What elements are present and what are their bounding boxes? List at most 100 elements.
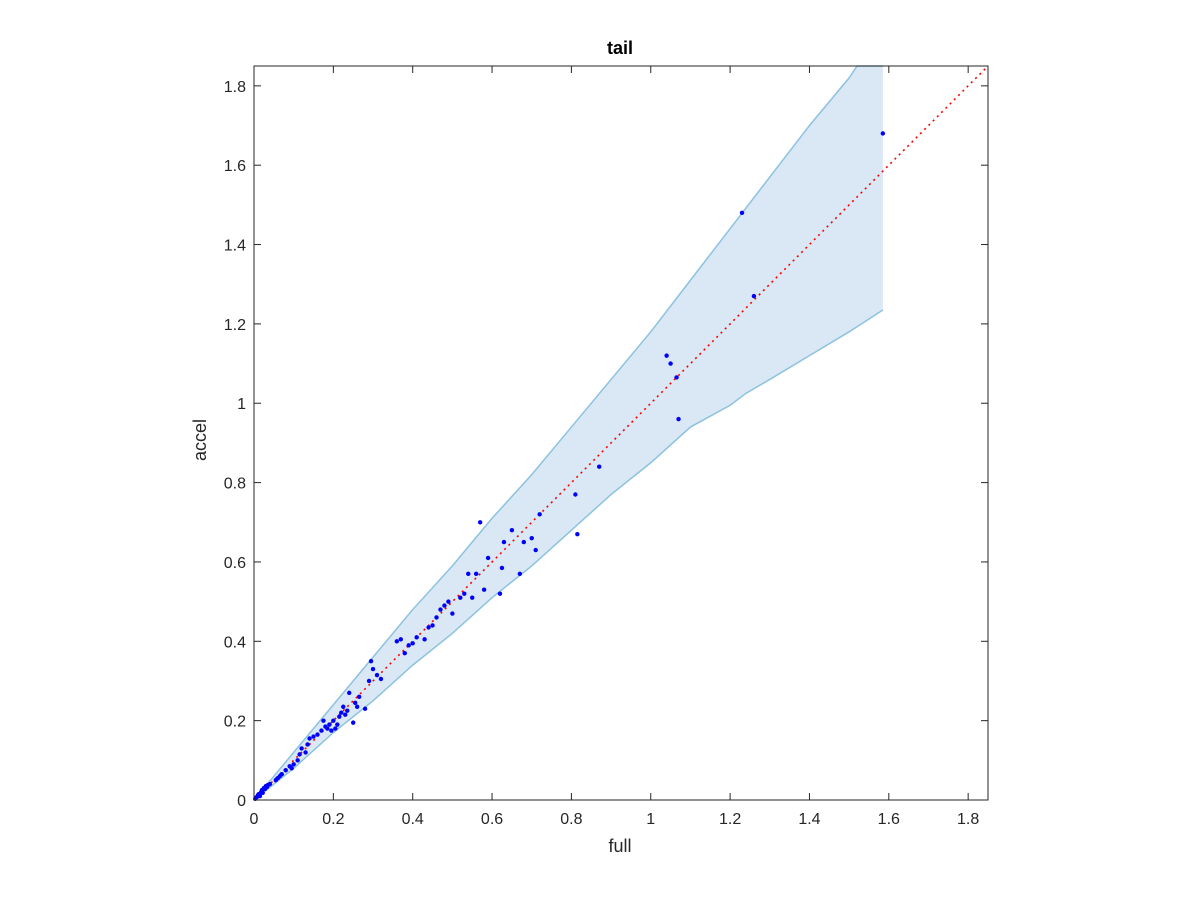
data-point (303, 750, 308, 755)
data-point (341, 704, 346, 709)
data-point (509, 528, 515, 533)
y-tick-label: 0.6 (224, 555, 246, 572)
data-point (880, 131, 886, 136)
x-tick-label: 1 (646, 811, 655, 828)
data-point (477, 520, 483, 525)
data-point (299, 746, 304, 751)
data-point (345, 708, 350, 713)
data-points (252, 131, 886, 802)
data-point (402, 651, 407, 656)
data-point (499, 565, 505, 571)
data-point (473, 571, 479, 577)
data-point (337, 714, 342, 719)
y-tick-label: 1.6 (224, 158, 246, 175)
data-point (410, 641, 415, 646)
y-tick-label: 1.2 (224, 317, 246, 334)
data-point (327, 722, 332, 727)
data-point (283, 768, 288, 773)
x-tick-label: 1.4 (798, 811, 820, 828)
reference-line-layer (253, 65, 989, 801)
data-point (517, 571, 523, 577)
data-point (335, 722, 340, 727)
y-tick-label: 0.4 (224, 634, 246, 651)
x-tick-label: 0.8 (560, 811, 582, 828)
data-point (267, 781, 273, 787)
data-point (446, 599, 451, 604)
x-axis-label: full (608, 836, 631, 856)
data-point (321, 718, 326, 723)
data-point (362, 706, 368, 711)
data-point (331, 718, 336, 723)
y-tick-label: 0 (237, 793, 246, 810)
data-point (485, 555, 491, 561)
data-point (668, 361, 673, 366)
data-point (315, 732, 320, 737)
data-point (481, 587, 487, 592)
data-point (739, 210, 745, 215)
data-point (347, 690, 352, 696)
data-point (533, 547, 538, 553)
data-point (297, 752, 302, 757)
band-lower-edge (253, 309, 884, 801)
data-point (406, 643, 411, 648)
data-point (260, 790, 265, 796)
data-point (676, 416, 681, 422)
data-point (311, 734, 316, 739)
data-point (350, 720, 356, 725)
data-point (352, 700, 358, 705)
data-point (305, 742, 310, 747)
data-point (319, 728, 324, 733)
data-point (339, 710, 344, 715)
data-point (442, 603, 447, 608)
x-tick-label: 0 (250, 811, 259, 828)
x-tick-label: 1.6 (878, 811, 900, 828)
data-point (470, 595, 475, 600)
data-point (374, 672, 380, 678)
confidence-band (253, 65, 884, 801)
data-point (307, 736, 312, 741)
data-point (370, 666, 376, 672)
data-point (398, 637, 403, 642)
data-point (458, 595, 463, 600)
data-point (368, 658, 374, 664)
data-point (366, 678, 372, 684)
data-point (450, 611, 455, 616)
x-tick-label: 1.2 (719, 811, 741, 828)
data-point (573, 492, 578, 497)
data-point (291, 762, 296, 767)
y-axis-label: accel (190, 419, 210, 461)
plot-frame (253, 65, 989, 801)
x-tick-label: 0.2 (322, 811, 344, 828)
data-point (575, 531, 580, 537)
data-point (434, 615, 439, 620)
data-point (333, 726, 338, 731)
y-tick-label: 1.4 (224, 238, 246, 255)
chart-title: tail (607, 38, 633, 58)
data-point (329, 728, 334, 733)
data-point (462, 591, 467, 596)
data-point (674, 375, 679, 380)
data-point (325, 726, 330, 731)
data-point (356, 694, 362, 700)
data-point (426, 625, 431, 630)
data-point (354, 704, 360, 709)
data-point (295, 758, 300, 763)
x-tick-label: 0.4 (402, 811, 424, 828)
data-point (438, 607, 443, 612)
data-point (289, 766, 294, 771)
data-point (501, 539, 507, 545)
y-tick-label: 1.8 (224, 79, 246, 96)
data-point (521, 539, 526, 545)
x-tick-label: 1.8 (957, 811, 979, 828)
data-point (257, 793, 263, 799)
data-point (414, 635, 419, 640)
y-tick-label: 0.8 (224, 476, 246, 493)
data-point (529, 535, 534, 541)
data-point (751, 293, 757, 299)
data-point (664, 353, 669, 358)
data-point (596, 464, 602, 469)
reference-line (253, 65, 989, 801)
data-point (430, 623, 435, 628)
data-point (466, 571, 471, 577)
